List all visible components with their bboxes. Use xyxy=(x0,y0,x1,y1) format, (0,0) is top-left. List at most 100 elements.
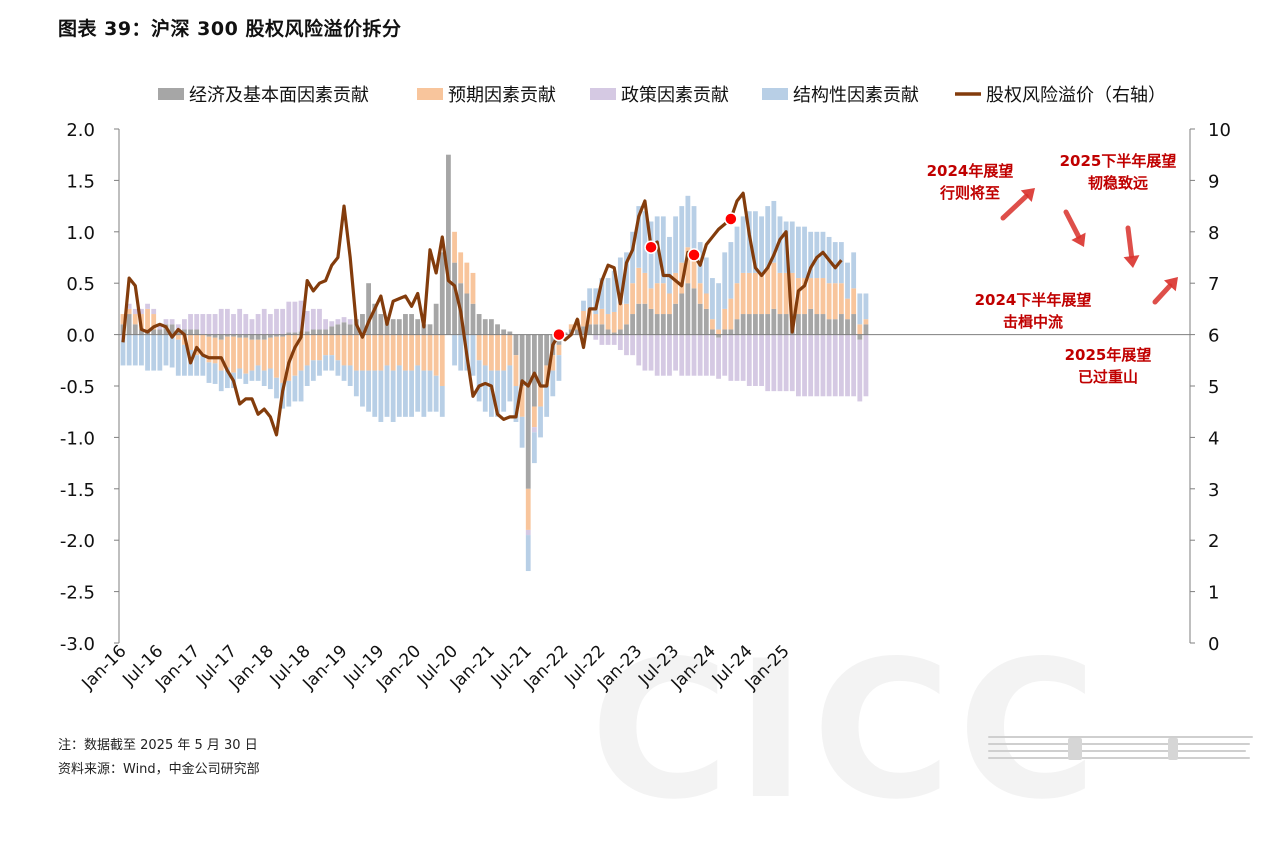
bar-econ-121 xyxy=(863,324,869,335)
bar-econ-118 xyxy=(845,319,850,335)
bar-expect-16 xyxy=(218,339,224,371)
bar-struct-1 xyxy=(126,334,132,366)
footnote: 注：数据截至 2025 年 5 月 30 日 xyxy=(58,738,258,753)
bar-expect-15 xyxy=(212,337,218,364)
bar-struct-84 xyxy=(636,206,642,268)
bar-policy-91 xyxy=(679,334,685,376)
bar-econ-34 xyxy=(329,326,335,335)
right-tick-label-7: 3 xyxy=(1208,480,1219,501)
bar-econ-74 xyxy=(574,329,580,335)
source-note: 资料来源：Wind，中金公司研究部 xyxy=(58,762,260,777)
bar-expect-11 xyxy=(188,334,193,351)
bar-econ-66 xyxy=(525,334,531,489)
bar-policy-28 xyxy=(292,301,298,333)
bar-policy-15 xyxy=(212,314,218,335)
bar-econ-28 xyxy=(292,332,298,335)
bar-struct-12 xyxy=(194,355,200,376)
bar-econ-10 xyxy=(182,329,187,335)
bar-expect-93 xyxy=(691,252,697,289)
annotation-arrowhead-0 xyxy=(1020,188,1035,203)
bar-econ-112 xyxy=(808,308,814,335)
bar-expect-47 xyxy=(409,334,414,371)
bar-expect-26 xyxy=(280,336,286,383)
bar-econ-54 xyxy=(452,262,457,335)
bar-struct-39 xyxy=(360,370,365,407)
bar-econ-45 xyxy=(396,319,402,335)
bar-econ-39 xyxy=(360,314,365,335)
bar-expect-66 xyxy=(525,488,531,530)
bar-struct-43 xyxy=(384,365,390,417)
bar-policy-66 xyxy=(525,529,531,536)
bar-expect-58 xyxy=(476,334,482,361)
bar-policy-13 xyxy=(200,314,206,335)
bar-econ-65 xyxy=(519,334,525,386)
bar-econ-98 xyxy=(722,329,728,335)
bar-expect-20 xyxy=(243,337,249,374)
bar-policy-109 xyxy=(789,334,795,392)
bar-econ-20 xyxy=(243,334,249,338)
bar-econ-104 xyxy=(759,314,764,335)
bar-expect-94 xyxy=(697,283,703,304)
bar-policy-103 xyxy=(753,334,758,386)
bar-policy-19 xyxy=(237,308,243,335)
bar-struct-6 xyxy=(157,334,163,371)
bar-econ-67 xyxy=(531,334,537,407)
bar-struct-95 xyxy=(703,257,709,294)
bar-econ-33 xyxy=(323,329,329,335)
bar-econ-64 xyxy=(513,334,519,356)
bar-econ-83 xyxy=(630,314,636,335)
bar-expect-99 xyxy=(728,298,734,330)
bar-econ-5 xyxy=(151,329,157,335)
bar-expect-65 xyxy=(519,386,525,417)
annotation-ann2025-line-1: 已过重山 xyxy=(1078,368,1138,386)
bar-expect-24 xyxy=(267,337,273,369)
bar-expect-43 xyxy=(384,334,390,366)
bar-struct-41 xyxy=(372,370,378,417)
bar-expect-78 xyxy=(599,308,605,325)
bar-policy-121 xyxy=(863,334,869,397)
bar-expect-96 xyxy=(710,319,715,330)
bar-struct-80 xyxy=(611,270,617,312)
bar-econ-47 xyxy=(409,314,414,335)
left-tick-label-6: -1.0 xyxy=(60,428,95,449)
bar-expect-103 xyxy=(753,272,758,315)
bar-expect-0 xyxy=(120,314,126,325)
annotation-ann2024-line-0: 2024年展望 xyxy=(927,162,1014,180)
right-tick-label-0: 10 xyxy=(1208,120,1231,141)
bar-econ-50 xyxy=(427,324,433,335)
bar-econ-52 xyxy=(439,252,445,335)
bar-policy-104 xyxy=(759,334,764,386)
legend-swatch-expect xyxy=(417,88,443,100)
bar-struct-81 xyxy=(617,257,623,304)
bar-struct-49 xyxy=(421,370,427,417)
bar-expect-84 xyxy=(636,267,642,304)
bar-struct-10 xyxy=(182,344,187,376)
bar-struct-91 xyxy=(679,206,685,263)
bar-struct-51 xyxy=(433,375,439,412)
bar-struct-85 xyxy=(642,211,648,273)
bar-policy-35 xyxy=(335,319,341,325)
bar-struct-83 xyxy=(630,231,636,284)
bar-struct-33 xyxy=(323,355,329,371)
bar-expect-55 xyxy=(458,252,464,284)
bar-struct-98 xyxy=(722,252,728,309)
bar-expect-102 xyxy=(746,272,752,315)
left-tick-label-9: -2.5 xyxy=(60,583,95,604)
bar-struct-116 xyxy=(832,242,838,284)
legend-label-econ: 经济及基本面因素贡献 xyxy=(189,85,369,106)
bar-econ-106 xyxy=(771,308,777,335)
bar-expect-28 xyxy=(292,334,298,376)
bar-econ-93 xyxy=(691,288,697,335)
bar-struct-66 xyxy=(525,535,531,572)
bar-expect-82 xyxy=(624,303,629,325)
bar-policy-29 xyxy=(298,300,304,332)
bar-expect-14 xyxy=(206,336,212,363)
bar-struct-36 xyxy=(341,365,347,381)
bar-policy-37 xyxy=(347,319,353,325)
legend: 经济及基本面因素贡献 预期因素贡献 政策因素贡献 结构性因素贡献 股权风险溢价（右轴） xyxy=(158,85,1166,106)
bar-econ-96 xyxy=(710,329,715,335)
bar-econ-108 xyxy=(783,314,789,335)
bar-econ-53 xyxy=(446,154,451,335)
annotation-ann2025-line-0: 2025年展望 xyxy=(1065,346,1152,364)
